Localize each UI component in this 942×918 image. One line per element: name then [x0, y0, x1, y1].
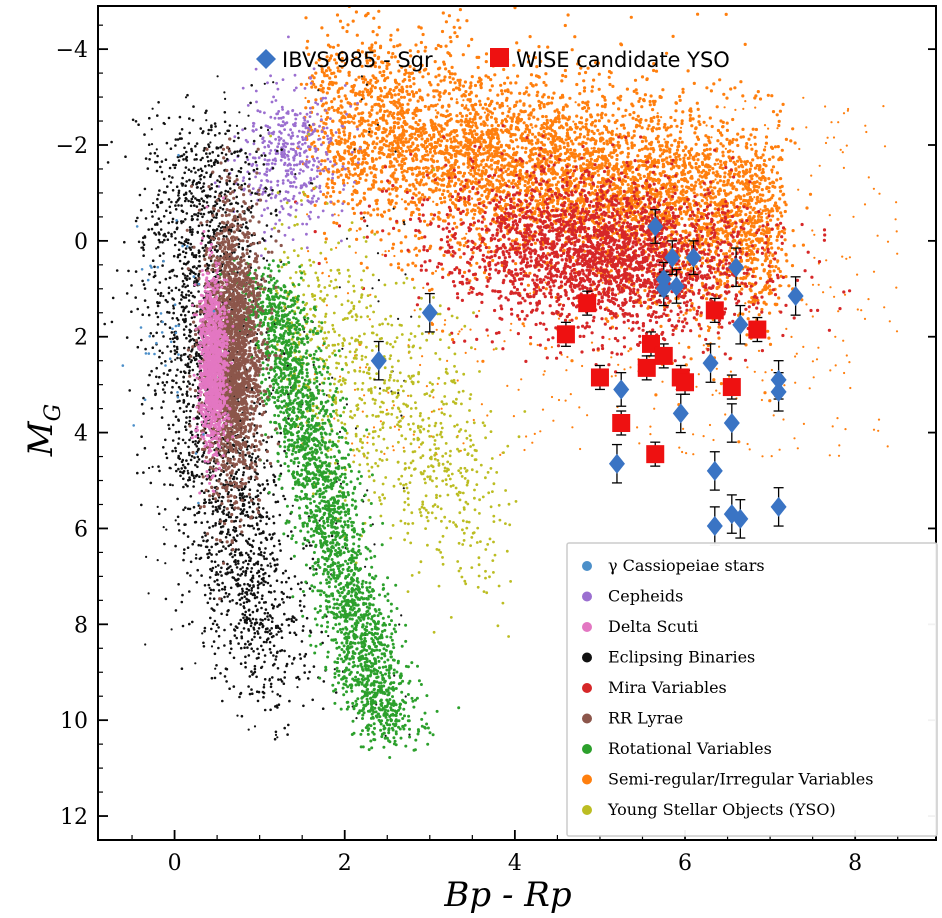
ibvs-point-17: [732, 314, 749, 335]
ibvs-point-12: [706, 460, 723, 481]
ibvs-point-22: [787, 285, 804, 306]
y-ticks: −4 −2 0 2 4 6 8 10 12: [56, 24, 936, 830]
ibvs-point-11: [702, 353, 719, 374]
wise-point-2: [590, 368, 609, 387]
legend-entry-1: Cepheids: [582, 587, 683, 606]
wise-point-9: [676, 373, 695, 392]
ibvs-point-13: [706, 516, 723, 537]
wise-point-3: [612, 414, 631, 432]
population-points-1: [213, 35, 362, 257]
y-axis-label-subscript: G: [41, 404, 66, 422]
highlight-markers: [370, 216, 804, 537]
top-legend-label-wise: WISE candidate YSO: [516, 48, 730, 72]
y-tick-label-6: 8: [74, 613, 88, 638]
ibvs-point-10: [685, 247, 702, 268]
population-points-0: [121, 153, 216, 505]
legend-swatch-3: [582, 652, 592, 663]
population-legend: γ Cassiopeiae stars Cepheids Delta Scuti Ec…: [566, 542, 938, 837]
population-legend-entries: γ Cassiopeiae stars Cepheids Delta Scuti Ec…: [582, 556, 873, 819]
y-tick-label-7: 10: [60, 709, 88, 734]
population-points-2: [190, 196, 235, 495]
y-axis-label-main: M: [21, 420, 61, 457]
wise-point-11: [722, 378, 741, 397]
legend-swatch-7: [582, 774, 592, 785]
legend-swatch-6: [582, 744, 592, 754]
ibvs-point-2: [608, 453, 625, 474]
y-tick-label-5: 6: [74, 517, 88, 542]
top-legend-label-ibvs: IBVS 985 - Sgr: [282, 48, 433, 72]
y-tick-label-2: 0: [74, 230, 88, 255]
ibvs-point-18: [732, 508, 749, 529]
top-legend: IBVS 985 - Sgr WISE candidate YSO: [256, 48, 730, 72]
legend-entry-4: Mira Variables: [582, 678, 727, 697]
legend-entry-5: RR Lyrae: [582, 709, 683, 728]
legend-label-6: Rotational Variables: [608, 739, 772, 758]
legend-label-8: Young Stellar Objects (YSO): [607, 800, 836, 819]
legend-label-3: Eclipsing Binaries: [608, 648, 755, 667]
top-legend-square-marker: [490, 48, 509, 67]
wise-point-12: [748, 320, 767, 339]
x-tick-label-3: 6: [678, 851, 692, 876]
legend-label-1: Cepheids: [608, 587, 683, 606]
y-tick-label-4: 4: [74, 422, 88, 447]
legend-swatch-0: [582, 561, 592, 571]
population-points-6: [207, 257, 461, 759]
legend-swatch-8: [582, 805, 592, 815]
legend-swatch-2: [582, 622, 592, 632]
ibvs-point-3: [613, 379, 630, 400]
legend-swatch-1: [582, 591, 592, 602]
x-tick-label-1: 2: [338, 851, 352, 876]
x-ticks: 0 2 4 6 8: [131, 830, 899, 876]
legend-entry-3: Eclipsing Binaries: [582, 648, 755, 667]
y-tick-label-8: 12: [60, 805, 88, 830]
legend-entry-2: Delta Scuti: [582, 617, 698, 636]
population-points-8: [244, 132, 527, 638]
legend-entry-8: Young Stellar Objects (YSO): [582, 800, 836, 819]
ibvs-point-9: [672, 403, 689, 424]
ibvs-point-8: [668, 276, 685, 297]
legend-swatch-5: [582, 713, 592, 724]
ibvs-point-19: [770, 369, 787, 390]
population-legend-box: [566, 542, 938, 837]
legend-entry-0: γ Cassiopeiae stars: [582, 556, 765, 575]
y-tick-label-1: −2: [56, 134, 88, 159]
ibvs-point-16: [728, 257, 745, 278]
wise-point-10: [705, 301, 724, 320]
y-tick-label-3: 2: [74, 326, 88, 351]
ibvs-point-1: [421, 302, 438, 323]
legend-label-2: Delta Scuti: [608, 617, 698, 636]
ibvs-point-4: [647, 216, 664, 237]
legend-label-0: γ Cassiopeiae stars: [608, 556, 765, 575]
legend-label-7: Semi-regular/Irregular Variables: [608, 770, 873, 789]
ibvs-point-6: [655, 278, 672, 299]
x-tick-label-0: 0: [168, 851, 182, 876]
wise-point-6: [646, 445, 665, 464]
legend-label-4: Mira Variables: [608, 678, 727, 697]
ibvs-point-7: [664, 247, 681, 268]
legend-entry-6: Rotational Variables: [582, 739, 772, 758]
y-tick-label-0: −4: [56, 38, 88, 63]
ibvs-point-20: [770, 381, 787, 402]
top-legend-diamond-marker: [256, 49, 276, 69]
legend-label-5: RR Lyrae: [608, 709, 683, 728]
wise-point-4: [637, 358, 656, 377]
x-tick-label-2: 4: [508, 851, 522, 876]
population-points-7: [296, 6, 813, 444]
ibvs-point-21: [770, 496, 787, 517]
x-axis-label: Bp - Rp: [443, 875, 571, 915]
x-tick-label-4: 8: [848, 851, 862, 876]
background-scatter: [103, 6, 899, 759]
wise-point-0: [556, 325, 575, 344]
y-axis-label: MG: [21, 404, 66, 457]
ibvs-point-0: [370, 350, 387, 371]
legend-entry-7: Semi-regular/Irregular Variables: [582, 770, 873, 789]
wise-point-7: [654, 346, 673, 365]
plot-frame: [97, 5, 937, 841]
wise-point-1: [578, 294, 597, 313]
legend-swatch-4: [582, 683, 592, 693]
ibvs-point-14: [723, 413, 740, 433]
